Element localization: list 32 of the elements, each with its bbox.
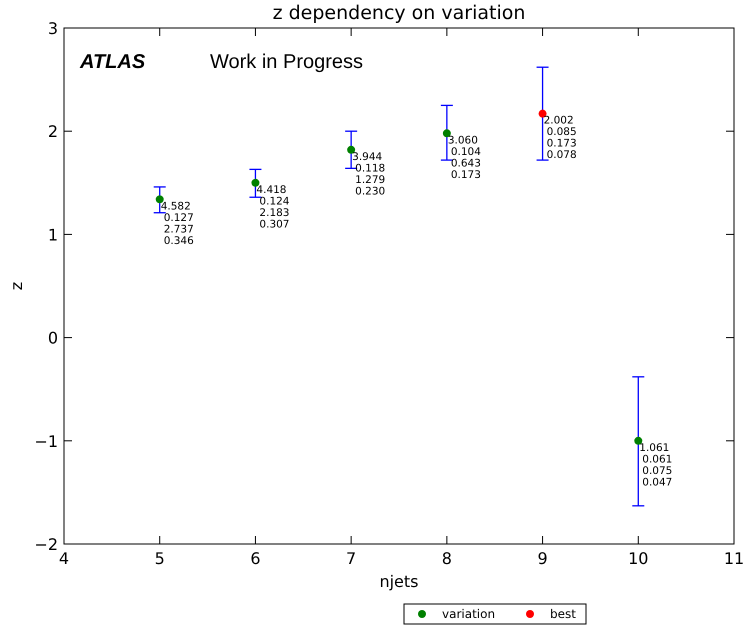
y-tick-label: 2 — [48, 122, 58, 142]
y-tick-label: 1 — [48, 225, 58, 244]
y-tick-label: −2 — [34, 535, 58, 554]
point — [442, 129, 451, 138]
y-tick-label: 3 — [48, 19, 58, 38]
x-tick-label: 4 — [58, 549, 70, 568]
annotation: 1.061 0.061 0.075 0.047 — [639, 442, 672, 488]
x-tick-label: 11 — [724, 549, 744, 568]
x-tick-label: 8 — [442, 549, 452, 568]
annotation: 4.418 0.124 2.183 0.307 — [256, 184, 290, 230]
chart-title: z dependency on variation — [272, 2, 526, 24]
point — [347, 146, 356, 154]
annotation: 4.582 0.127 2.737 0.346 — [160, 200, 194, 247]
x-tick-label: 9 — [537, 549, 548, 568]
x-axis-title: njets — [379, 572, 419, 591]
legend-label: variation — [442, 607, 496, 621]
x-tick-label: 6 — [250, 549, 261, 568]
x-tick-label: 7 — [346, 549, 356, 568]
y-axis-title: z — [7, 282, 26, 290]
x-tick-label: 10 — [628, 549, 648, 568]
annotation: 3.060 0.104 0.643 0.173 — [448, 134, 482, 181]
annotation: Work in Progress — [210, 51, 364, 73]
point — [634, 436, 642, 445]
annotation: ATLAS — [79, 51, 146, 73]
y-tick-label: −1 — [34, 432, 58, 451]
point — [156, 195, 164, 204]
annotation: 2.002 0.085 0.173 0.078 — [544, 114, 577, 162]
legend-label: best — [550, 607, 576, 621]
y-tick-label: 0 — [48, 328, 58, 348]
x-tick-label: 5 — [154, 549, 165, 568]
point — [251, 178, 260, 187]
annotation: 3.944 0.118 1.279 0.230 — [352, 150, 386, 198]
